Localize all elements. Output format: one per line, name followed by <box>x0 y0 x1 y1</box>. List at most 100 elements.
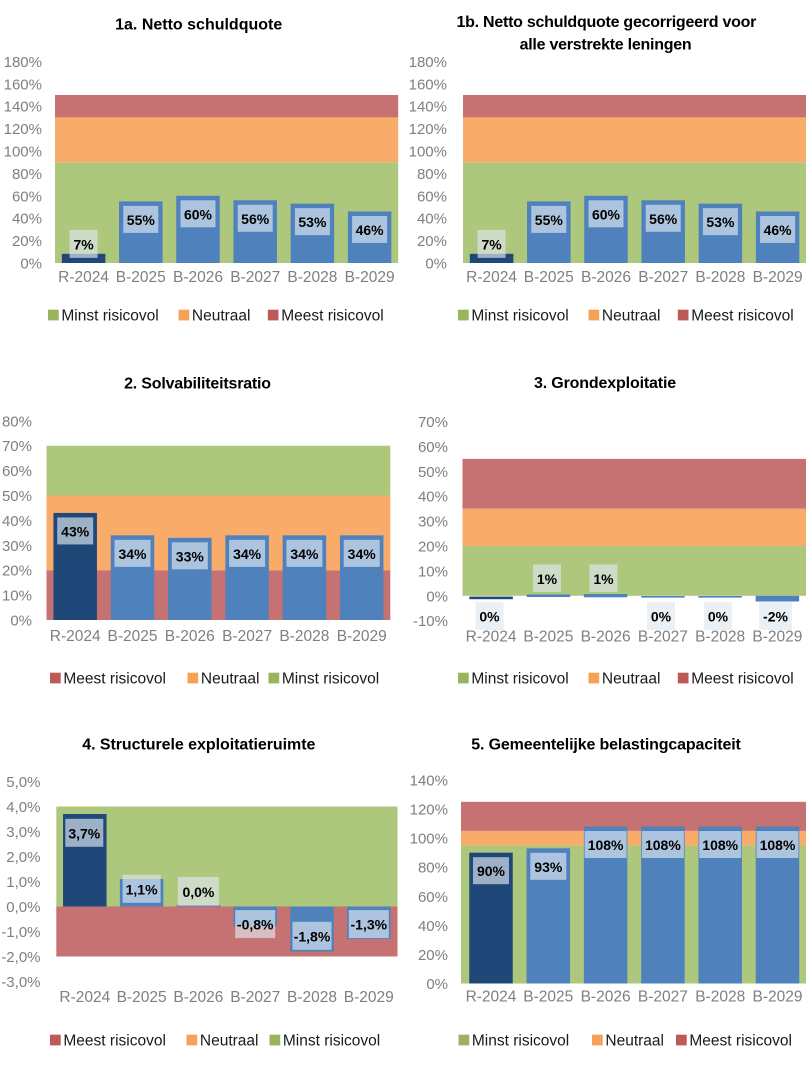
svg-text:40%: 40% <box>418 489 448 506</box>
svg-text:180%: 180% <box>409 54 447 71</box>
svg-text:-1,0%: -1,0% <box>1 924 40 941</box>
svg-text:100%: 100% <box>409 144 447 161</box>
svg-text:140%: 140% <box>4 99 42 116</box>
svg-text:160%: 160% <box>409 76 447 93</box>
svg-text:120%: 120% <box>409 121 447 138</box>
svg-text:46%: 46% <box>356 222 385 238</box>
svg-text:0%: 0% <box>479 609 500 625</box>
svg-text:2,0%: 2,0% <box>6 849 40 866</box>
svg-text:B-2027: B-2027 <box>230 989 280 1006</box>
svg-text:20%: 20% <box>2 563 32 580</box>
svg-text:-3,0%: -3,0% <box>1 974 40 991</box>
svg-text:-2,0%: -2,0% <box>1 949 40 966</box>
svg-text:40%: 40% <box>12 211 42 228</box>
svg-text:B-2025: B-2025 <box>117 989 167 1006</box>
svg-text:B-2025: B-2025 <box>524 269 574 286</box>
svg-text:B-2028: B-2028 <box>695 629 745 646</box>
svg-text:108%: 108% <box>760 837 796 853</box>
svg-text:140%: 140% <box>409 99 447 116</box>
svg-text:B-2026: B-2026 <box>581 269 631 286</box>
svg-text:0,0%: 0,0% <box>6 899 40 916</box>
svg-text:30%: 30% <box>418 514 448 531</box>
svg-text:4. Structurele exploitatieruim: 4. Structurele exploitatieruimte <box>82 737 315 754</box>
svg-text:55%: 55% <box>535 212 564 228</box>
svg-text:Meest risicovol: Meest risicovol <box>689 1033 792 1050</box>
svg-text:53%: 53% <box>706 214 735 230</box>
svg-text:0%: 0% <box>426 976 448 993</box>
svg-text:10%: 10% <box>2 588 32 605</box>
svg-text:50%: 50% <box>418 464 448 481</box>
svg-text:7%: 7% <box>73 236 94 252</box>
svg-text:B-2029: B-2029 <box>345 269 395 286</box>
svg-text:20%: 20% <box>417 233 447 250</box>
svg-text:100%: 100% <box>4 144 42 161</box>
svg-text:4,0%: 4,0% <box>6 799 40 816</box>
svg-text:46%: 46% <box>764 222 793 238</box>
svg-text:30%: 30% <box>2 538 32 555</box>
svg-text:43%: 43% <box>61 523 90 539</box>
svg-text:0,0%: 0,0% <box>182 884 214 900</box>
svg-text:Minst risicovol: Minst risicovol <box>471 308 568 325</box>
svg-text:R-2024: R-2024 <box>466 629 517 646</box>
svg-text:120%: 120% <box>4 121 42 138</box>
svg-text:1%: 1% <box>537 571 558 587</box>
svg-text:33%: 33% <box>176 548 205 564</box>
svg-text:60%: 60% <box>592 206 621 222</box>
svg-text:Meest risicovol: Meest risicovol <box>63 1033 165 1050</box>
svg-text:B-2025: B-2025 <box>523 629 573 646</box>
svg-text:B-2028: B-2028 <box>287 989 337 1006</box>
svg-text:Minst risicovol: Minst risicovol <box>471 671 568 688</box>
svg-text:B-2026: B-2026 <box>165 628 215 645</box>
svg-text:Neutraal: Neutraal <box>201 671 260 688</box>
svg-text:B-2029: B-2029 <box>752 629 802 646</box>
svg-text:20%: 20% <box>418 947 448 964</box>
svg-text:B-2027: B-2027 <box>638 629 688 646</box>
svg-text:B-2027: B-2027 <box>638 989 688 1006</box>
svg-text:5,0%: 5,0% <box>6 774 40 791</box>
svg-text:3,0%: 3,0% <box>6 824 40 841</box>
svg-text:93%: 93% <box>534 859 563 875</box>
svg-text:140%: 140% <box>410 773 448 790</box>
svg-text:B-2026: B-2026 <box>581 629 631 646</box>
svg-text:Minst risicovol: Minst risicovol <box>472 1033 569 1050</box>
svg-text:Meest risicovol: Meest risicovol <box>691 308 794 325</box>
svg-text:70%: 70% <box>2 438 32 455</box>
svg-text:7%: 7% <box>481 236 502 252</box>
svg-text:-2%: -2% <box>763 609 788 625</box>
svg-text:2. Solvabiliteitsratio: 2. Solvabiliteitsratio <box>124 376 271 393</box>
svg-text:34%: 34% <box>233 546 262 562</box>
svg-text:20%: 20% <box>12 233 42 250</box>
svg-text:B-2026: B-2026 <box>173 989 223 1006</box>
svg-text:60%: 60% <box>2 463 32 480</box>
svg-text:1,1%: 1,1% <box>126 881 158 897</box>
svg-text:0%: 0% <box>426 588 448 605</box>
svg-text:Neutraal: Neutraal <box>602 308 661 325</box>
svg-text:60%: 60% <box>418 889 448 906</box>
svg-text:B-2029: B-2029 <box>337 628 387 645</box>
svg-text:60%: 60% <box>184 206 213 222</box>
svg-text:60%: 60% <box>417 188 447 205</box>
svg-text:108%: 108% <box>588 837 624 853</box>
svg-text:B-2025: B-2025 <box>116 269 166 286</box>
svg-text:40%: 40% <box>417 211 447 228</box>
svg-text:90%: 90% <box>477 863 506 879</box>
svg-text:Neutraal: Neutraal <box>605 1033 664 1050</box>
svg-text:1,0%: 1,0% <box>6 874 40 891</box>
svg-text:Neutraal: Neutraal <box>192 308 251 325</box>
svg-text:3,7%: 3,7% <box>68 825 100 841</box>
svg-text:B-2025: B-2025 <box>523 989 573 1006</box>
svg-text:R-2024: R-2024 <box>58 269 109 286</box>
svg-text:80%: 80% <box>2 413 32 430</box>
svg-text:34%: 34% <box>290 546 319 562</box>
svg-text:180%: 180% <box>4 54 42 71</box>
svg-text:1b. Netto schuldquote gecorrig: 1b. Netto schuldquote gecorrigeerd voor <box>456 14 756 31</box>
svg-text:120%: 120% <box>410 802 448 819</box>
svg-text:60%: 60% <box>12 188 42 205</box>
svg-text:Minst risicovol: Minst risicovol <box>282 671 379 688</box>
svg-text:B-2029: B-2029 <box>344 989 394 1006</box>
svg-text:10%: 10% <box>418 563 448 580</box>
svg-text:56%: 56% <box>241 211 270 227</box>
svg-text:alle verstrekte leningen: alle verstrekte leningen <box>520 37 692 54</box>
svg-text:-1,8%: -1,8% <box>294 928 331 944</box>
svg-text:1%: 1% <box>593 571 614 587</box>
